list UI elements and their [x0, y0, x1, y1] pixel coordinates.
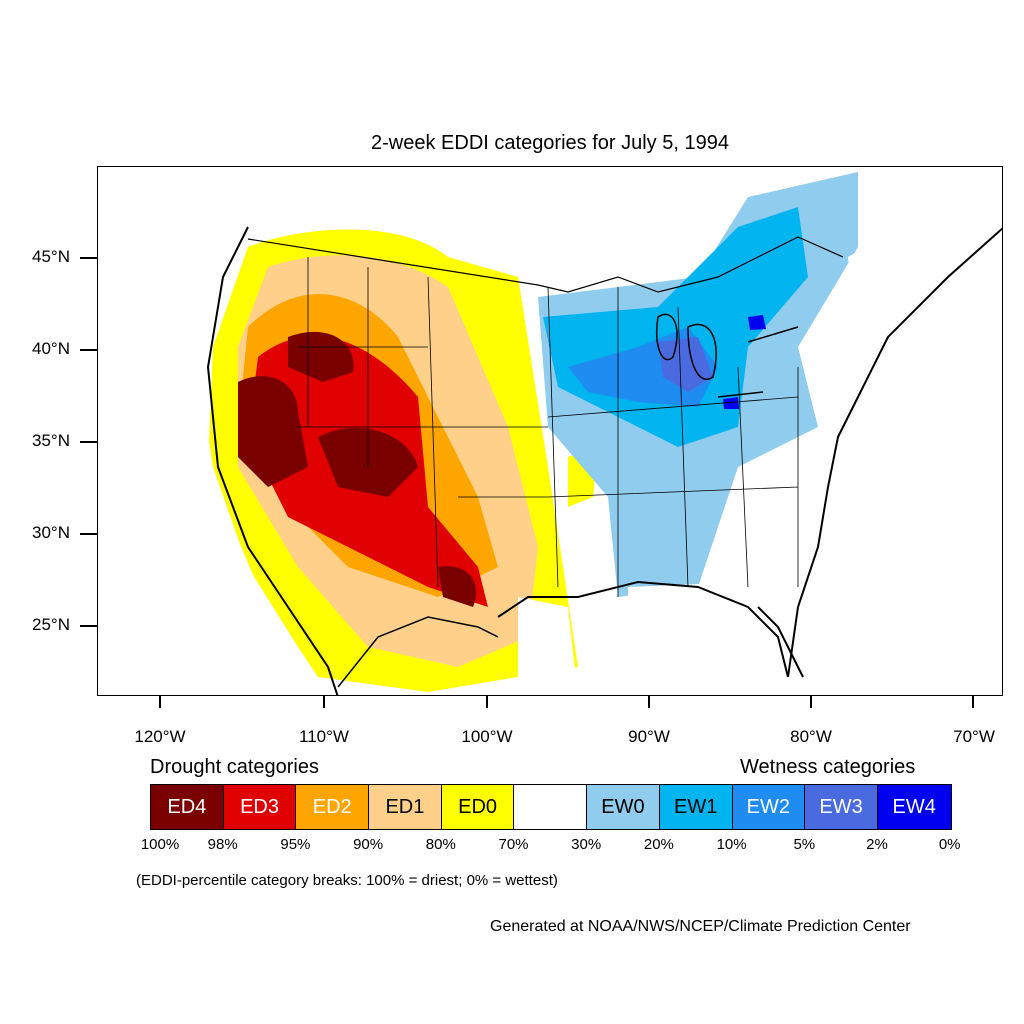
map-frame — [97, 166, 1003, 696]
east-coast — [787, 227, 1002, 678]
legend-swatch-neutral — [514, 785, 588, 829]
florida — [757, 606, 804, 678]
lat-label-40: 40°N — [32, 339, 70, 358]
lat-tick-45 — [80, 257, 97, 259]
region-ed4-a — [238, 376, 308, 487]
percentile-label: 100% — [140, 836, 180, 853]
legend-bar: ED4 ED3 ED2 ED1 ED0 EW0 EW1 EW2 EW3 EW4 — [150, 784, 952, 830]
legend-swatch-ew2: EW2 — [732, 785, 806, 829]
lat-tick-35 — [80, 441, 97, 443]
lon-label-100: 100°W — [461, 727, 513, 746]
legend-swatch-ew0: EW0 — [587, 785, 660, 829]
percentile-label: 0% — [938, 836, 961, 853]
legend-swatch-ed1: ED1 — [369, 785, 442, 829]
lon-label-110: 110°W — [299, 727, 349, 746]
legend-swatch-ed2: ED2 — [296, 785, 370, 829]
percentile-label: 5% — [793, 836, 816, 853]
lat-label-35: 35°N — [32, 431, 70, 450]
lat-label-45: 45°N — [32, 247, 70, 266]
map-title: 2-week EDDI categories for July 5, 1994 — [371, 132, 729, 154]
lon-tick-90 — [648, 696, 650, 708]
lat-tick-25 — [80, 625, 97, 627]
boundaries — [206, 226, 1002, 695]
legend-swatch-ew4: EW4 — [877, 785, 951, 829]
percentile-label: 30% — [571, 836, 602, 853]
percentile-label: 20% — [643, 836, 674, 853]
legend-swatch-ew3: EW3 — [805, 785, 878, 829]
lon-label-80: 80°W — [790, 727, 832, 746]
lat-tick-30 — [80, 533, 97, 535]
outside-mask — [98, 167, 1002, 695]
percentile-label: 2% — [866, 836, 888, 853]
region-ew4-a — [748, 315, 766, 330]
region-ew3 — [658, 337, 713, 392]
gulf-coast — [497, 580, 789, 678]
legend-swatch-ed0: ED0 — [441, 785, 515, 829]
percentile-label: 95% — [280, 836, 311, 853]
region-ed4-b — [288, 331, 354, 382]
mexico-outline — [337, 616, 499, 688]
lat-label-25: 25°N — [32, 615, 70, 634]
legend-note: (EDDI-percentile category breaks: 100% =… — [136, 872, 558, 889]
percentile-label: 90% — [353, 836, 384, 853]
lat-label-30: 30°N — [32, 523, 70, 542]
region-ew4-b — [723, 397, 739, 409]
credit-text: Generated at NOAA/NWS/NCEP/Climate Predi… — [490, 918, 911, 935]
lon-tick-70 — [972, 696, 974, 708]
legend-swatch-ed3: ED3 — [223, 785, 297, 829]
legend-swatch-ew1: EW1 — [659, 785, 733, 829]
lon-label-120: 120°W — [134, 727, 186, 746]
percentile-label: 10% — [716, 836, 747, 853]
state-lines — [298, 257, 799, 597]
drought-heading: Drought categories — [150, 756, 319, 778]
eddi-map — [98, 167, 1002, 695]
lon-tick-110 — [323, 696, 325, 708]
lon-label-70: 70°W — [953, 727, 995, 746]
region-ed4-d — [438, 566, 477, 607]
percentile-label: 70% — [498, 836, 529, 853]
lon-label-90: 90°W — [628, 727, 670, 746]
lon-tick-120 — [159, 696, 161, 708]
west-coast — [206, 226, 339, 695]
percentile-label: 98% — [207, 836, 238, 853]
lat-tick-40 — [80, 349, 97, 351]
great-lakes — [655, 313, 799, 398]
legend-swatch-ed4: ED4 — [151, 785, 224, 829]
lon-tick-100 — [486, 696, 488, 708]
lon-tick-80 — [810, 696, 812, 708]
wetness-heading: Wetness categories — [740, 756, 916, 778]
percentile-label: 80% — [425, 836, 456, 853]
